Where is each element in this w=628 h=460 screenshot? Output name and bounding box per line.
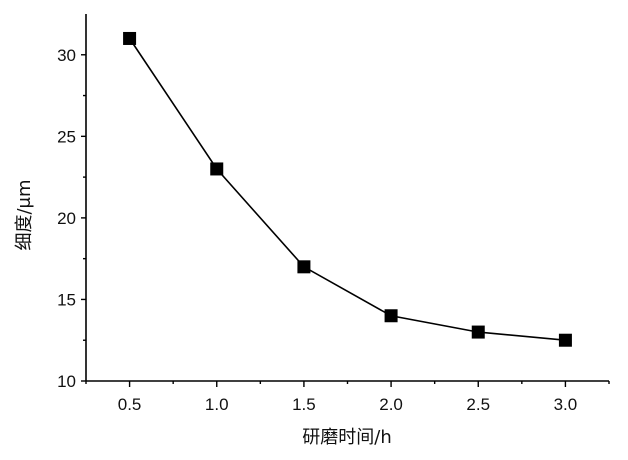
data-point-marker <box>558 333 572 347</box>
data-point-marker <box>123 31 137 45</box>
x-tick-label: 1.0 <box>205 395 229 414</box>
x-tick-label: 2.5 <box>466 395 490 414</box>
data-point-marker <box>384 309 398 323</box>
data-point-marker <box>471 325 485 339</box>
data-point-marker <box>210 162 224 176</box>
x-tick-label: 2.0 <box>379 395 403 414</box>
series-markers <box>123 31 572 347</box>
x-tick-label: 3.0 <box>554 395 578 414</box>
y-tick-label: 15 <box>57 290 76 309</box>
data-point-marker <box>297 260 311 274</box>
plot-area: 10 15 20 25 30 0.5 1.0 1.5 2.0 2.5 3.0 <box>57 14 610 414</box>
x-tick-label: 0.5 <box>118 395 142 414</box>
y-ticks: 10 15 20 25 30 <box>57 46 86 391</box>
x-axis-title: 研磨时间/h <box>302 427 391 448</box>
y-tick-label: 25 <box>57 127 76 146</box>
y-tick-label: 30 <box>57 46 76 65</box>
x-tick-label: 1.5 <box>292 395 316 414</box>
series-line <box>128 38 566 341</box>
y-tick-label: 20 <box>57 209 76 228</box>
y-axis-title: 细度/μm <box>14 179 35 250</box>
y-tick-label: 10 <box>57 372 76 391</box>
x-ticks: 0.5 1.0 1.5 2.0 2.5 3.0 <box>85 381 610 414</box>
